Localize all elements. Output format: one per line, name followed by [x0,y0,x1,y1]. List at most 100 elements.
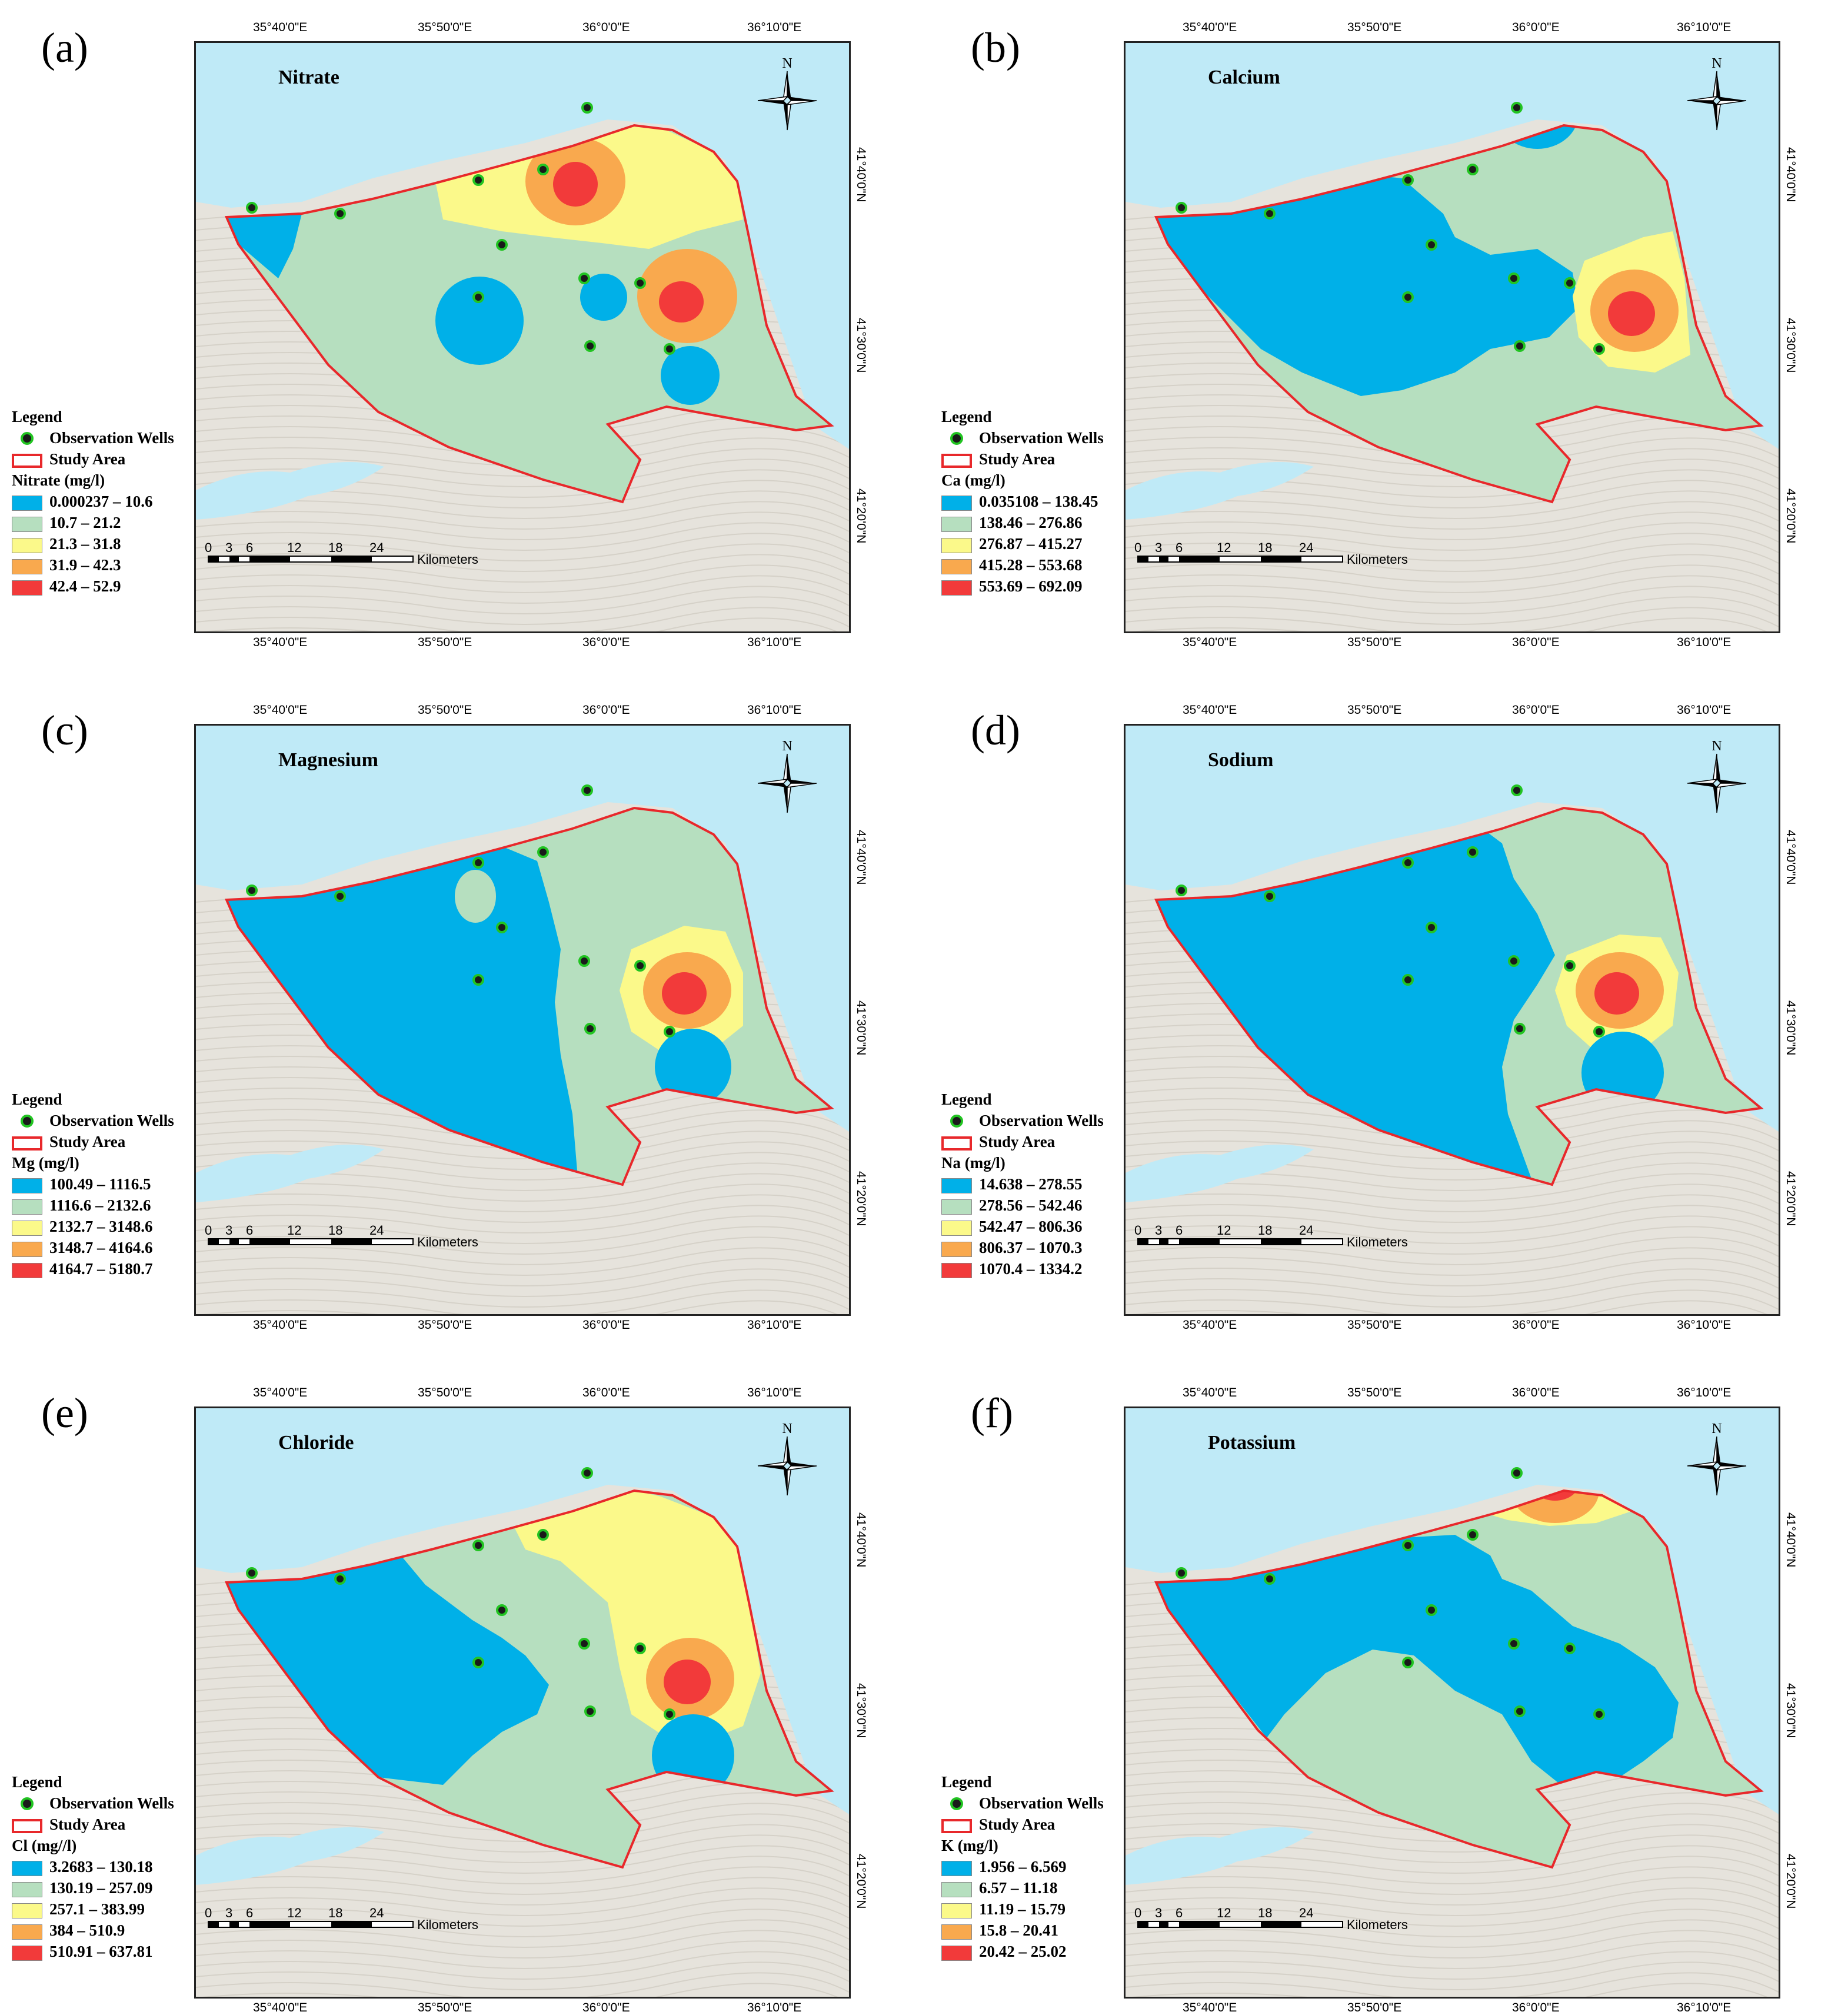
terrain-contour [1126,1898,1779,1927]
scale-tick: 3 [1155,1906,1163,1920]
zone-class-1 [227,214,302,278]
class-swatch [941,516,972,532]
legend-variable-title: Na (mg/l) [941,1154,1005,1172]
terrain-contour [1126,1856,1779,1884]
longitude-label: 36°0'0"E [582,21,630,34]
longitude-label: 35°40'0"E [253,703,308,717]
observation-well [578,1638,590,1650]
scale-tick: 18 [328,1223,343,1238]
observation-well [1402,857,1414,869]
terrain-contour [196,1887,849,1916]
study-area-symbol-icon [941,1136,972,1151]
legend-class: 1116.6 – 2132.6 [12,1195,174,1216]
terrain-contour [196,575,849,604]
terrain-contour [1126,543,1779,572]
legend-class: 14.638 – 278.55 [941,1173,1104,1195]
legend-class: 0.000237 – 10.6 [12,491,174,512]
map-svg [196,726,849,1314]
terrain-contour [1126,1258,1779,1286]
well-symbol-icon [941,1794,972,1816]
reservoir-area [196,1827,384,1885]
well-symbol-icon [941,429,972,450]
terrain-contour [196,1247,849,1276]
observation-well [472,974,484,986]
terrain-contour [1126,1951,1779,1980]
observation-well [334,208,346,220]
legend-class: 510.91 – 637.81 [12,1941,174,1962]
longitude-label: 36°0'0"E [582,1318,630,1332]
zone-class-1 [661,346,720,405]
terrain-contour [196,554,849,583]
latitude-label: 41°20'0"N [854,1171,868,1226]
scale-tick: 24 [1299,540,1314,555]
terrain-contour [196,596,849,625]
observation-well [1511,784,1523,796]
scale-unit: Kilometers [1347,552,1408,567]
terrain-contour [196,1215,849,1244]
scale-tick: 0 [205,540,212,555]
terrain-contour [196,1289,849,1314]
observation-well [581,1467,593,1479]
class-swatch [12,537,42,553]
legend-study-area: Study Area [12,448,174,470]
terrain-contour [1126,1247,1779,1276]
panel-label: (e) [41,1389,88,1437]
terrain-contour [196,586,849,614]
north-label: N [782,56,792,71]
legend-class: 138.46 – 276.86 [941,512,1104,533]
class-swatch [12,1199,42,1215]
map-panel-chloride: (e) 35°40'0"E 35°50'0"E 36°0'0"E 36°10'0… [0,1365,918,2014]
map-title: Potassium [1208,1432,1296,1454]
legend-heading: Legend [941,1090,992,1108]
observation-well [584,340,596,352]
class-swatch [12,1178,42,1193]
study-area-symbol-icon [12,1136,42,1151]
class-swatch [12,580,42,596]
scale-tick: 0 [1134,1223,1142,1238]
class-swatch [941,1262,972,1278]
study-area-boundary [225,806,834,1186]
observation-well [496,922,508,933]
class-swatch [12,495,42,511]
legend-wells: Observation Wells [941,1793,1104,1814]
scale-unit: Kilometers [417,552,478,567]
terrain-contour [1126,1289,1779,1314]
north-label: N [1712,739,1722,754]
observation-well [1426,922,1437,933]
observation-well [1564,277,1576,289]
terrain-contour [1126,1972,1779,1997]
terrain-contour [1126,1961,1779,1990]
scale-tick: 6 [246,540,254,555]
scale-tick: 24 [369,1906,384,1920]
legend-class: 542.47 – 806.36 [941,1216,1104,1237]
terrain-contour [196,1930,849,1959]
longitude-label: 36°10'0"E [747,703,802,717]
longitude-label: 36°10'0"E [1677,1318,1732,1332]
legend-variable-title: Ca (mg/l) [941,471,1005,489]
north-arrow-svg: N [1687,1421,1747,1496]
sea-area [1126,43,1779,449]
reservoir-area [1126,1145,1314,1202]
terrain-contour [1126,1930,1779,1959]
observation-well [664,1708,675,1720]
observation-well [1402,1657,1414,1668]
map-svg [1126,43,1779,631]
terrain-contour [196,1226,849,1255]
longitude-label: 35°40'0"E [253,1318,308,1332]
observation-well [634,960,646,972]
scale-tick: 3 [1155,1223,1163,1238]
terrain-contour [202,1983,838,1997]
sea-area [1126,726,1779,1132]
legend-wells: Observation Wells [941,427,1104,448]
north-arrow-icon: N [755,737,820,814]
legend-class: 806.37 – 1070.3 [941,1237,1104,1258]
class-swatch [941,495,972,511]
longitude-label: 35°50'0"E [418,21,472,34]
terrain-contour [1126,1908,1779,1937]
observation-well [1508,1638,1520,1650]
observation-well [496,239,508,251]
longitude-label: 36°0'0"E [582,1386,630,1399]
map-frame: Nitrate N 0 3 6 12 18 24 Kilometers [194,41,851,633]
terrain-contour [1126,1268,1779,1297]
legend-variable-title: Cl (mg//l) [12,1837,77,1854]
